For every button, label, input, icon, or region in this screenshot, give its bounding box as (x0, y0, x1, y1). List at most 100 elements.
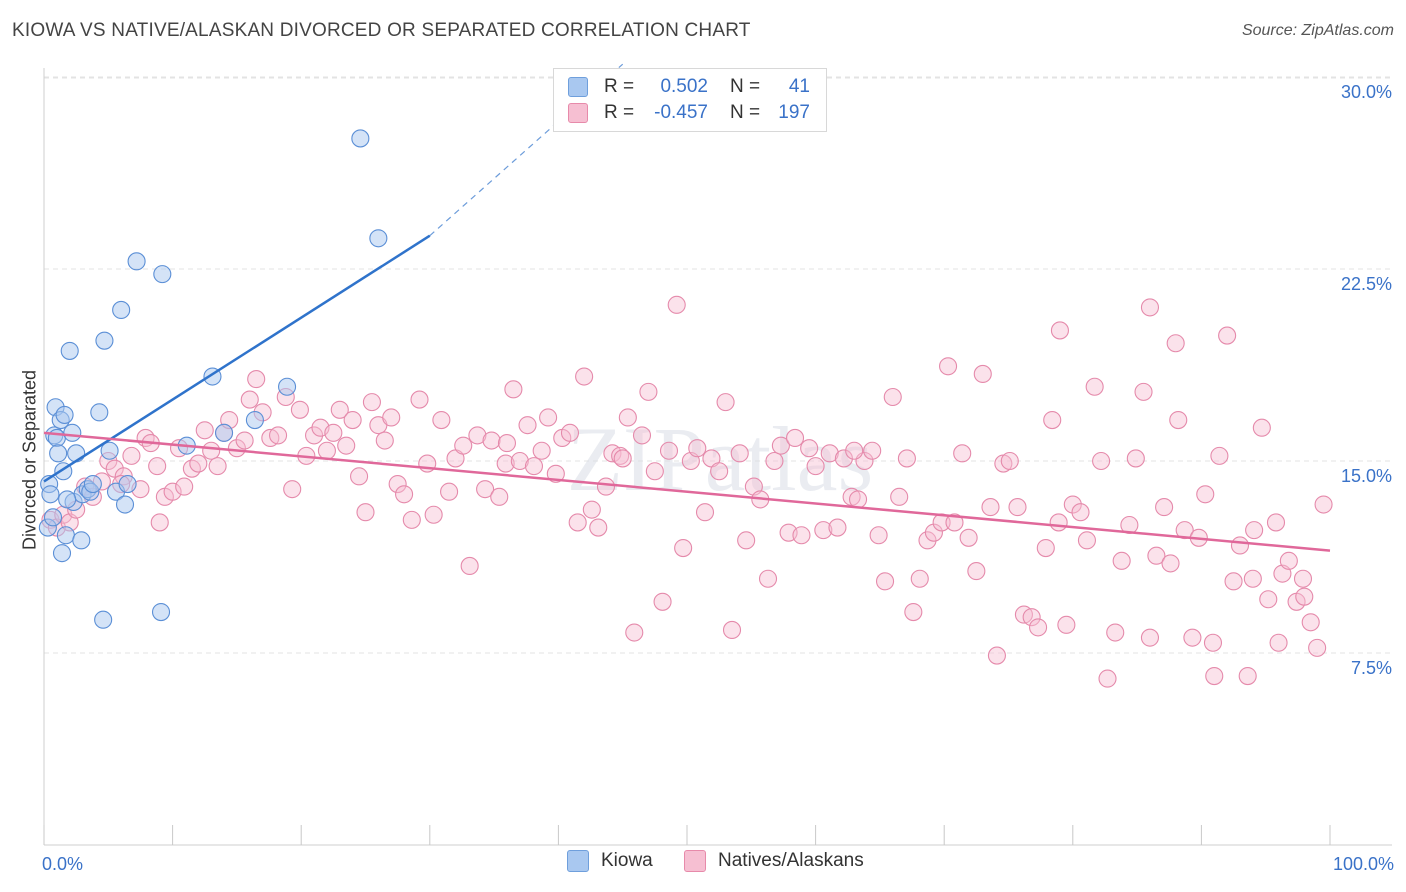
native-point (1140, 298, 1160, 317)
kiowa-point (153, 265, 172, 284)
native-point (1196, 485, 1215, 504)
native-point (582, 500, 601, 519)
native-point (1269, 633, 1288, 652)
native-point (973, 364, 992, 384)
kiowa-points (38, 129, 388, 629)
native-point (1210, 446, 1229, 465)
r-label: R = (604, 76, 635, 97)
native-point (814, 521, 833, 540)
native-point (1259, 590, 1278, 609)
native-point (195, 421, 214, 440)
native-point (568, 513, 587, 532)
native-point (324, 423, 343, 442)
gridlines (44, 76, 1392, 654)
native-point (269, 426, 288, 445)
native-point (1120, 515, 1139, 535)
native-point (148, 457, 167, 476)
legend-item-kiowa[interactable]: Kiowa (567, 850, 653, 872)
kiowa-point (115, 495, 135, 514)
native-point (632, 426, 652, 445)
native-point (1092, 451, 1111, 471)
tick-labels: 7.5% 15.0% 22.5% 30.0% 0.0% 100.0% (42, 82, 1394, 874)
native-point (589, 518, 608, 537)
kiowa-point (41, 485, 60, 504)
native-point (490, 487, 509, 506)
kiowa-point (118, 474, 137, 494)
chart-title: KIOWA VS NATIVE/ALASKAN DIVORCED OR SEPA… (12, 20, 751, 41)
native-point (460, 556, 479, 576)
native-point (924, 523, 943, 542)
native-point (1301, 613, 1320, 632)
kiowa-point (90, 403, 109, 422)
native-point (518, 416, 537, 435)
n-label: N = (730, 76, 761, 97)
native-point (482, 431, 501, 450)
native-point (1205, 666, 1224, 686)
native-point (659, 441, 679, 460)
native-point (834, 449, 853, 468)
native-point (350, 467, 369, 486)
native-point (737, 531, 756, 550)
kiowa-trend-line (43, 234, 431, 483)
native-point (1029, 618, 1048, 637)
kiowa-point (95, 331, 114, 350)
trend-lines (43, 63, 1331, 552)
native-point (1155, 498, 1174, 517)
native-point (240, 390, 259, 409)
native-point (1049, 513, 1068, 532)
native-point (806, 457, 825, 476)
native-point (235, 431, 254, 450)
native-point (1036, 538, 1055, 558)
kiowa-point (72, 531, 91, 550)
native-point (560, 423, 580, 442)
native-point (639, 382, 658, 401)
native-point (845, 441, 864, 460)
kiowa-point (245, 410, 264, 430)
native-point (283, 480, 302, 499)
native-point (424, 505, 443, 524)
native-point (1279, 551, 1298, 570)
native-point (890, 487, 909, 506)
legend-row-kiowa: R = 0.502 N = 41 (568, 74, 810, 100)
native-point (1063, 495, 1082, 514)
native-point (290, 400, 309, 419)
x-tick-label-0: 0.0% (42, 854, 83, 874)
n-value: 197 (778, 102, 810, 123)
native-point (1077, 531, 1096, 550)
native-point (510, 451, 529, 471)
natives-trend-line (43, 431, 1331, 552)
native-point (202, 441, 221, 460)
native-point (848, 490, 868, 509)
native-point (1252, 418, 1271, 437)
native-point (875, 572, 895, 591)
legend-item-natives[interactable]: Natives/Alaskans (684, 850, 864, 872)
native-point (1293, 569, 1313, 588)
kiowa-point (369, 229, 388, 248)
natives-legend-swatch (684, 850, 706, 872)
chart-source: Source: ZipAtlas.com (1241, 22, 1394, 39)
native-point (1000, 451, 1019, 471)
native-point (1022, 608, 1041, 627)
native-point (645, 462, 664, 481)
native-point (1126, 449, 1145, 468)
kiowa-point (278, 377, 297, 396)
kiowa-legend-label: Kiowa (601, 850, 653, 871)
kiowa-point (127, 252, 146, 271)
kiowa-point (58, 490, 77, 509)
native-point (897, 449, 916, 468)
native-point (432, 410, 451, 430)
native-point (1106, 623, 1125, 642)
native-point (496, 454, 515, 473)
x-tick-label-1: 100.0% (1333, 854, 1394, 874)
r-value: 0.502 (660, 76, 708, 97)
native-point (765, 451, 784, 471)
native-point (910, 569, 929, 588)
native-point (476, 480, 495, 499)
kiowa-point (94, 610, 113, 629)
kiowa-point (214, 423, 234, 442)
native-point (337, 436, 356, 455)
native-point (710, 462, 729, 481)
native-point (395, 485, 414, 504)
kiowa-swatch (568, 77, 588, 97)
native-point (863, 441, 882, 460)
